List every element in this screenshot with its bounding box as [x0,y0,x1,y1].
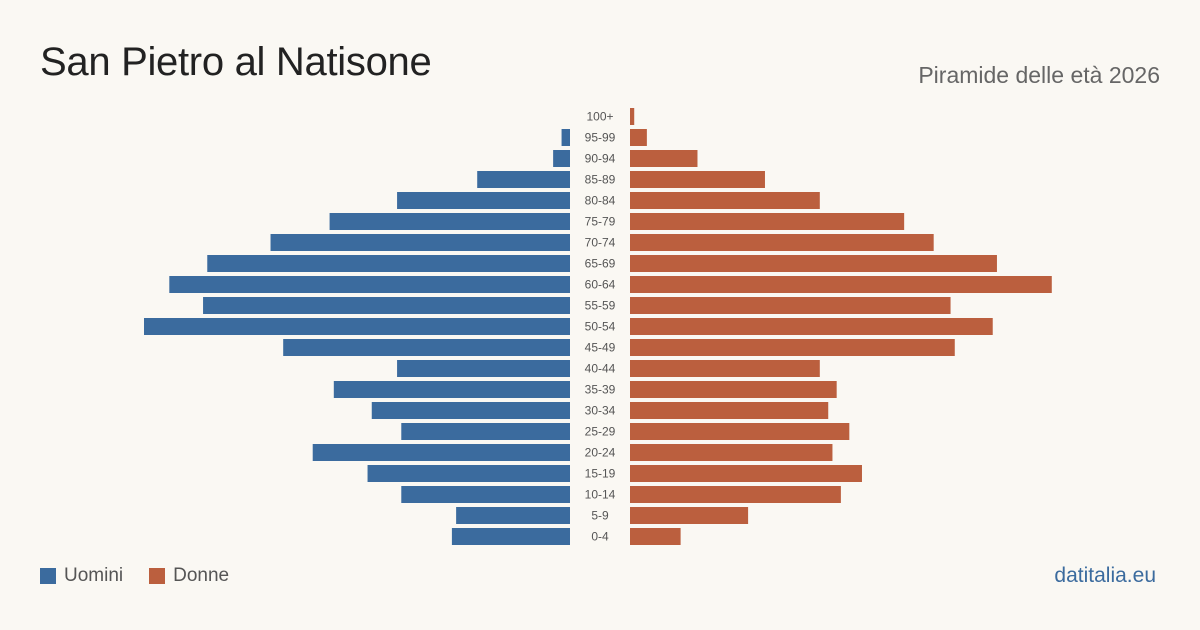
bar-men-25-29 [401,423,570,440]
bar-women-0-4 [630,528,681,545]
bar-women-35-39 [630,381,837,398]
bar-men-80-84 [397,192,570,209]
age-group-label: 65-69 [585,257,616,271]
age-group-label: 95-99 [585,131,616,145]
age-group-label: 55-59 [585,299,616,313]
age-group-label: 90-94 [585,152,616,166]
legend: Uomini Donne [40,565,255,587]
age-group-label: 75-79 [585,215,616,229]
legend-swatch-men [40,568,56,584]
legend-label-women: Donne [173,565,230,586]
bar-women-60-64 [630,276,1052,293]
bar-men-35-39 [333,381,570,398]
age-group-label: 100+ [586,110,613,124]
chart-subtitle: Piramide delle età 2026 [918,62,1160,88]
bar-men-70-74 [270,234,570,251]
page-title: San Pietro al Natisone [40,40,432,84]
bar-men-0-4 [451,528,570,545]
bar-women-25-29 [630,423,850,440]
bar-men-15-19 [367,465,570,482]
legend-swatch-women [149,568,166,584]
bar-women-15-19 [630,465,862,482]
bar-men-20-24 [312,444,570,461]
bar-men-10-14 [401,486,570,503]
bar-women-55-59 [630,297,951,314]
age-group-label: 40-44 [585,362,616,376]
legend-item-women: Donne [149,565,229,587]
bar-women-100+ [630,108,635,125]
bar-women-70-74 [630,234,934,251]
bar-men-5-9 [456,507,570,524]
age-group-label: 20-24 [585,446,616,460]
bar-men-55-59 [203,297,570,314]
age-group-label: 35-39 [585,383,616,397]
bar-women-10-14 [630,486,841,503]
age-group-label: 45-49 [585,341,616,355]
age-group-label: 85-89 [585,173,616,187]
age-group-label: 50-54 [585,320,616,334]
bar-women-40-44 [630,360,820,377]
age-group-label: 25-29 [585,425,616,439]
bar-women-65-69 [630,255,997,272]
bar-women-20-24 [630,444,833,461]
age-group-label: 70-74 [585,236,616,250]
brand-link[interactable]: datitalia.eu [1054,564,1156,587]
bar-women-85-89 [630,171,765,188]
age-group-label: 10-14 [585,488,616,502]
age-group-label: 5-9 [591,509,609,523]
age-group-label: 60-64 [585,278,616,292]
age-group-label: 0-4 [591,530,609,544]
bar-women-75-79 [630,213,905,230]
bar-men-45-49 [283,339,570,356]
bar-men-40-44 [397,360,570,377]
bar-men-90-94 [553,150,570,167]
bar-men-50-54 [144,318,570,335]
bar-women-45-49 [630,339,955,356]
bar-women-50-54 [630,318,993,335]
age-group-label: 80-84 [585,194,616,208]
bar-men-75-79 [329,213,570,230]
bar-women-95-99 [630,129,647,146]
bar-men-60-64 [169,276,570,293]
bar-men-85-89 [477,171,570,188]
bar-men-65-69 [207,255,570,272]
legend-item-men: Uomini [40,565,123,587]
bar-women-80-84 [630,192,820,209]
age-group-label: 15-19 [585,467,616,481]
legend-label-men: Uomini [64,565,124,586]
age-group-label: 30-34 [585,404,616,418]
bar-women-30-34 [630,402,829,419]
bar-men-95-99 [561,129,570,146]
bar-men-30-34 [371,402,570,419]
bar-women-5-9 [630,507,749,524]
bar-women-90-94 [630,150,698,167]
